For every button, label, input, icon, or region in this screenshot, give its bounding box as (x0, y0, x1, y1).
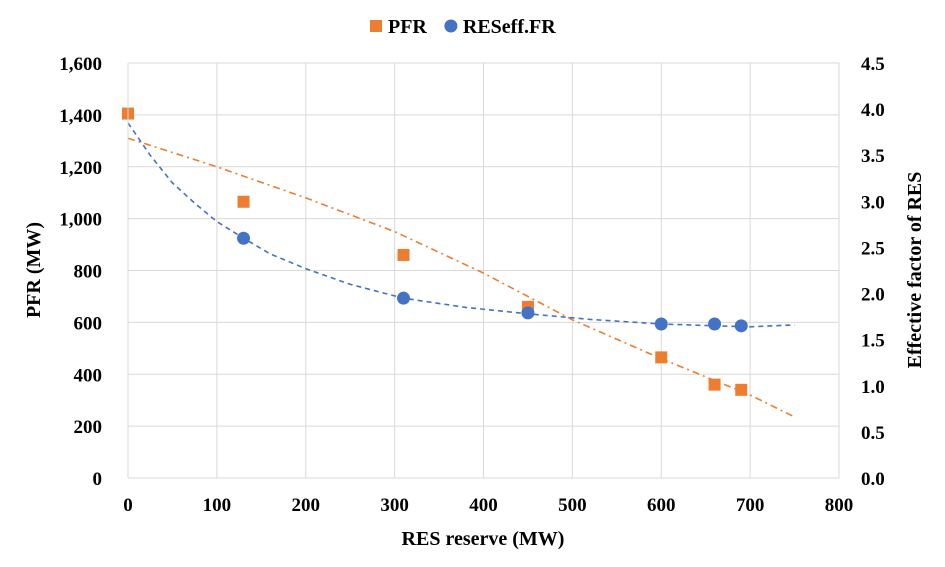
legend-marker (370, 20, 382, 32)
axes: 0 100 200 300 400 500 600 700 800 0 200 400 600 800 1,… (59, 54, 885, 516)
left-y-tick-label: 1,200 (59, 158, 102, 179)
data-points (122, 107, 748, 396)
x-tick-label: 700 (736, 495, 765, 516)
legend: PFR RESeff.FR (370, 16, 556, 38)
x-tick-label: 0 (123, 495, 133, 516)
trendline-PFR (127, 137, 795, 418)
left-y-tick-label: 600 (74, 313, 103, 334)
trendline-RESeff.FR (127, 122, 795, 328)
right-y-tick-label: 1.5 (861, 331, 885, 352)
legend-marker (444, 19, 458, 33)
data-point (237, 195, 250, 208)
x-tick-label: 100 (203, 495, 232, 516)
left-y-tick-label: 800 (74, 262, 103, 283)
legend-item: PFR (370, 16, 427, 38)
data-point (237, 231, 251, 245)
x-tick-label: 800 (825, 495, 854, 516)
left-y-tick-label: 1,000 (59, 210, 102, 231)
x-tick-label: 400 (469, 495, 498, 516)
x-tick-label: 200 (292, 495, 321, 516)
left-y-tick-label: 1,400 (59, 106, 102, 127)
left-y-tick-label: 1,600 (59, 54, 102, 75)
right-y-axis-title: Effective factor of RES (904, 172, 926, 369)
data-point (708, 378, 721, 391)
right-y-tick-label: 1.0 (861, 377, 885, 398)
legend-label: RESeff.FR (463, 16, 556, 38)
left-y-tick-label: 200 (74, 417, 103, 438)
x-tick-label: 300 (380, 495, 409, 516)
legend-label: PFR (388, 16, 427, 38)
left-y-axis-title: PFR (MW) (23, 222, 45, 318)
gridlines (128, 62, 839, 478)
data-point (734, 319, 748, 333)
data-point (521, 306, 535, 320)
right-y-tick-label: 4.0 (861, 100, 885, 121)
x-axis-title: RES reserve (MW) (402, 528, 565, 550)
legend-item: RESeff.FR (444, 16, 556, 38)
x-tick-label: 600 (647, 495, 676, 516)
trendlines (127, 122, 795, 418)
right-y-tick-label: 3.5 (861, 146, 885, 167)
data-point (654, 317, 668, 331)
data-point (708, 317, 722, 331)
right-y-tick-label: 2.0 (861, 285, 885, 306)
right-y-tick-label: 0.5 (861, 423, 885, 444)
right-y-tick-label: 4.5 (861, 54, 885, 75)
data-point (397, 291, 411, 305)
data-point (397, 248, 410, 261)
right-y-tick-label: 0.0 (861, 469, 885, 490)
right-y-tick-label: 2.5 (861, 238, 885, 259)
right-y-tick-label: 3.0 (861, 192, 885, 213)
left-y-tick-label: 400 (74, 365, 103, 386)
x-tick-label: 500 (558, 495, 587, 516)
data-point (655, 351, 668, 364)
data-point (735, 383, 748, 396)
left-y-tick-label: 0 (93, 469, 103, 490)
